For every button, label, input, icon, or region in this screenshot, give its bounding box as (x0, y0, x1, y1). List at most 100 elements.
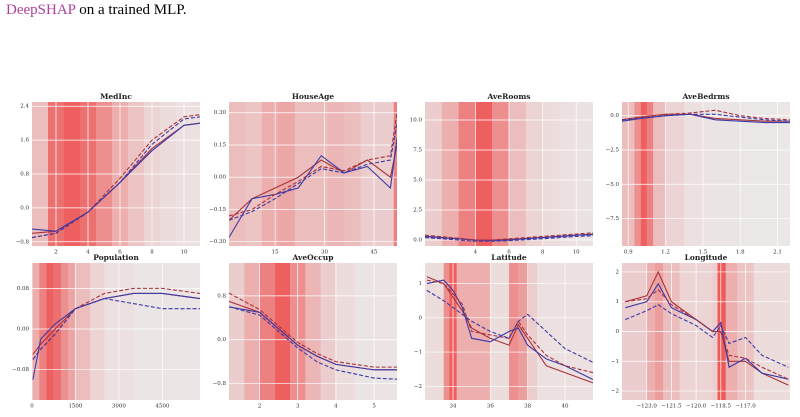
panel: 0.0 2.5 5.0 7.5 10.0 4 6 8 10 AveRooms (410, 92, 593, 256)
x-tick-label: 4500 (155, 404, 169, 410)
x-tick-label: 8 (150, 250, 154, 256)
x-tick-label: 2 (258, 404, 262, 410)
y-tick-label: 10.0 (410, 118, 423, 124)
y-tick-label: −0.8 (16, 239, 30, 245)
density-band (229, 102, 246, 246)
density-band (559, 102, 577, 246)
caption-link[interactable]: DeepSHAP (6, 2, 76, 18)
y-tick-label: 0.8 (217, 293, 226, 299)
x-tick-label: 8 (541, 250, 545, 256)
density-band (653, 102, 666, 246)
x-tick-label: 3 (296, 404, 300, 410)
y-tick-label: 2 (616, 269, 620, 275)
x-tick-label: 6 (118, 250, 122, 256)
series-line (32, 116, 200, 239)
x-tick-label: 30 (321, 250, 328, 256)
y-tick-label: 0.08 (17, 286, 30, 292)
density-strip (622, 102, 741, 246)
y-tick-label: −2 (414, 384, 422, 390)
panel-title: Population (93, 253, 139, 262)
x-tick-label: 1.2 (661, 250, 670, 256)
caption: DeepSHAP on a trained MLP. (6, 2, 187, 19)
panel: −0.8 0.0 0.8 1.6 2.4 2 4 6 8 10 MedInc (16, 92, 200, 256)
panel: −2 −1 0 1 34 36 38 40 Latitude (414, 253, 593, 410)
y-tick-label: 7.5 (413, 148, 422, 154)
lines (425, 232, 593, 242)
x-tick-label: −123.0 (637, 404, 658, 410)
y-tick-label: −2 (611, 389, 619, 395)
lines (625, 270, 789, 386)
y-tick-label: 1 (419, 281, 423, 287)
series-line (229, 306, 397, 380)
y-tick-label: −7.5 (606, 216, 620, 222)
density-band (39, 263, 47, 400)
x-tick-label: −117.0 (735, 404, 756, 410)
density-band (327, 102, 345, 246)
series-line (229, 138, 397, 238)
x-tick-label: 0.9 (624, 250, 633, 256)
x-tick-label: 4 (86, 250, 90, 256)
x-tick-label: 1.5 (699, 250, 708, 256)
y-tick-label: −0.15 (209, 207, 226, 213)
density-band (75, 263, 90, 400)
series-line (425, 232, 593, 241)
y-tick-label: 0.0 (20, 205, 29, 211)
x-tick-label: 0 (30, 404, 34, 410)
density-band (133, 263, 200, 400)
series-line (229, 292, 397, 368)
density-band (278, 102, 295, 246)
series-line (426, 289, 593, 363)
panel-title: AveOccup (291, 253, 333, 262)
density-strip (229, 263, 397, 400)
density-band (46, 263, 54, 400)
density-band (475, 102, 493, 246)
series-line (229, 123, 397, 221)
y-tick-label: 0 (616, 329, 620, 335)
density-band (68, 263, 76, 400)
density-band (360, 102, 378, 246)
y-tick-label: 0.0 (217, 337, 226, 343)
density-band (335, 263, 355, 400)
density-band (509, 102, 526, 246)
y-tick-label: 0.8 (20, 172, 29, 178)
density-band (244, 263, 260, 400)
density-band (542, 102, 560, 246)
density-band (702, 102, 741, 246)
series-line (622, 109, 790, 121)
y-tick-label: 5.0 (413, 178, 422, 184)
x-tick-label: 1500 (68, 404, 82, 410)
panel: −7.5 −5.0 −2.5 0.0 0.9 1.2 1.5 1.8 2.1 AveBedrms (606, 92, 790, 256)
density-band (684, 102, 703, 246)
density-band (32, 263, 40, 400)
x-tick-label: 1.8 (736, 250, 745, 256)
x-tick-label: 40 (562, 404, 569, 410)
lines (426, 276, 593, 384)
y-tick-label: 0 (419, 315, 423, 321)
y-tick-label: 1.6 (20, 138, 29, 144)
y-tick-label: 0.00 (17, 326, 30, 332)
density-band (355, 263, 397, 400)
x-tick-label: 36 (487, 404, 494, 410)
series-line (32, 122, 200, 232)
series-line (622, 113, 790, 122)
series-line (229, 306, 397, 371)
density-band (245, 102, 262, 246)
x-tick-label: 38 (524, 404, 531, 410)
density-band (311, 102, 328, 246)
density-band (393, 102, 397, 246)
panel-title: Latitude (491, 253, 527, 262)
x-tick-label: 3000 (112, 404, 126, 410)
x-tick-label: 4 (474, 250, 478, 256)
series-line (622, 113, 790, 124)
y-tick-label: −0.30 (209, 239, 226, 245)
density-band (665, 102, 685, 246)
panel-title: MedInc (100, 92, 132, 101)
series-line (426, 276, 593, 384)
y-tick-label: 2.5 (413, 208, 422, 214)
y-tick-label: 0.30 (214, 110, 227, 116)
series-line (32, 287, 200, 360)
density-band (492, 102, 509, 246)
density-band (576, 102, 593, 246)
x-tick-label: 4 (334, 404, 338, 410)
